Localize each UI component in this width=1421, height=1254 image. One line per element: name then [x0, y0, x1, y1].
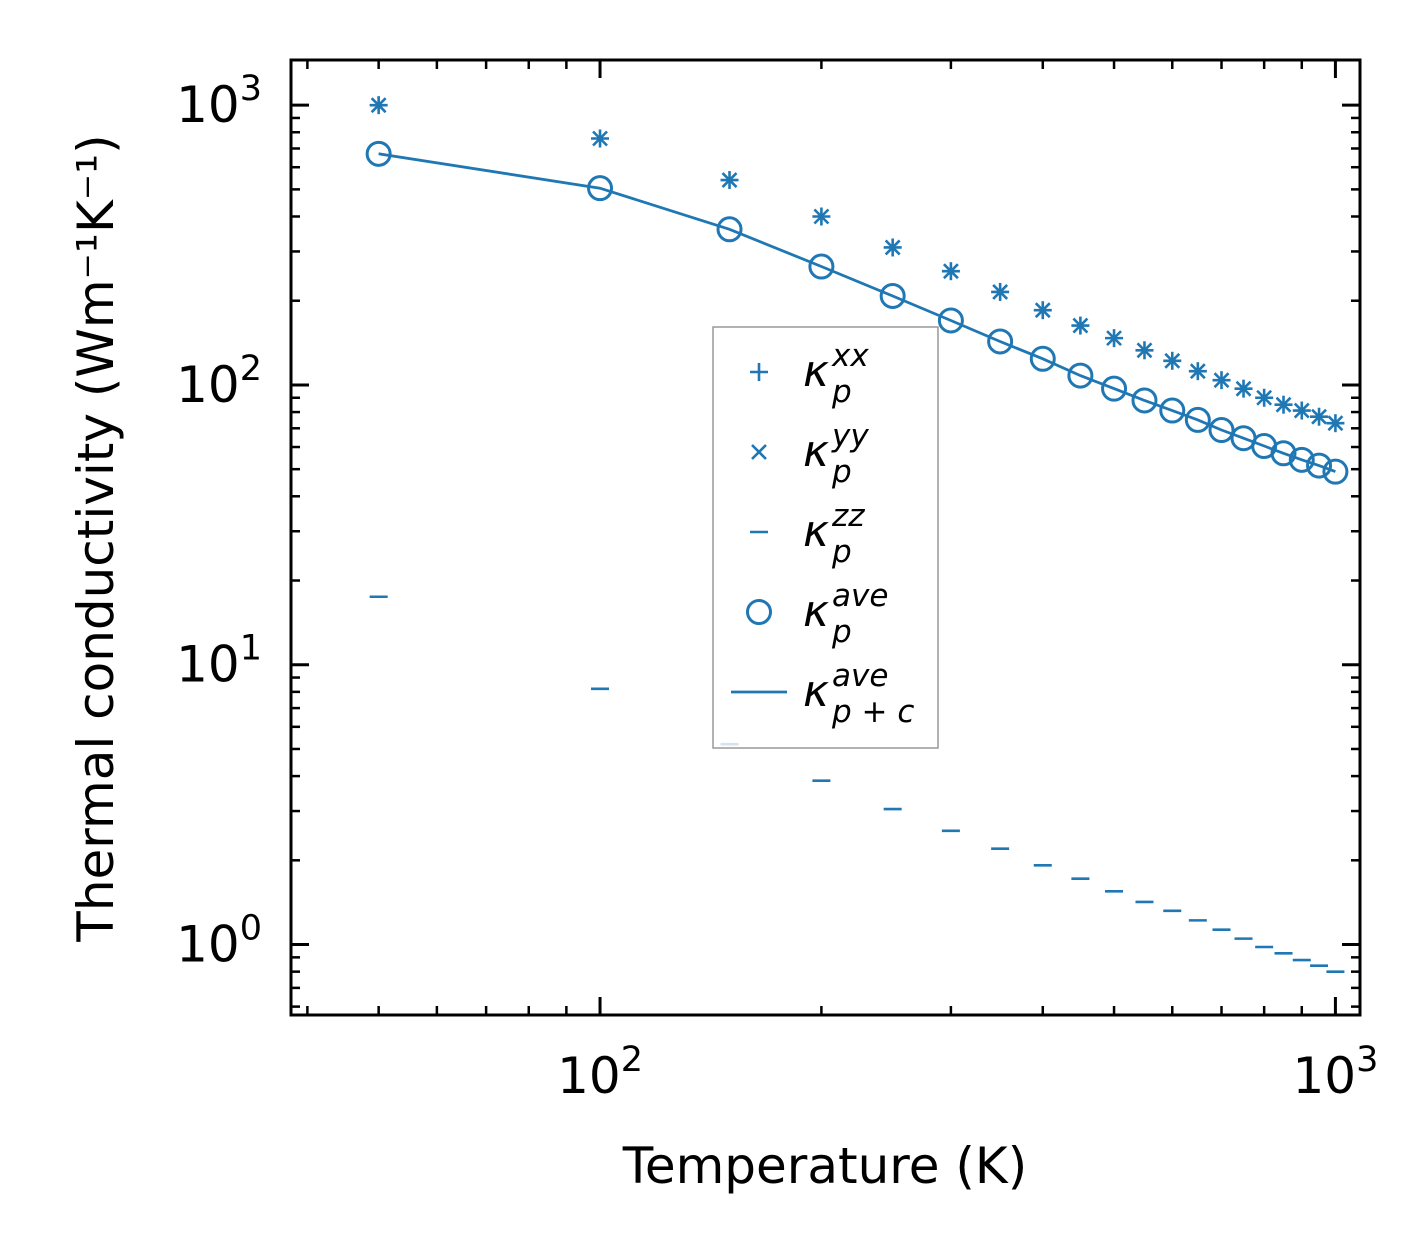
point-kyy-stroke — [942, 263, 959, 280]
point-kyy — [1164, 352, 1181, 369]
legend-item-kxx: κxx p — [750, 338, 869, 410]
point-kyy-stroke — [884, 239, 901, 256]
legend-marker-stroke — [751, 444, 767, 460]
point-kyy-stroke — [1106, 330, 1122, 347]
legend-marker — [751, 444, 767, 460]
point-kave — [1159, 397, 1186, 424]
y-tick-label: 100 — [176, 909, 262, 974]
point-kyy — [1256, 389, 1273, 406]
point-kave — [1101, 375, 1128, 402]
point-kave — [1270, 440, 1297, 467]
point-kyy — [1275, 396, 1292, 413]
point-kyy-stroke — [1256, 389, 1273, 406]
legend-item-kzz: κzz p — [750, 498, 865, 570]
point-kyy-stroke — [1327, 415, 1344, 432]
point-kyy-stroke — [813, 208, 830, 225]
point-kyy — [1106, 330, 1122, 347]
y-axis-label: Thermal conductivity (Wm⁻¹K⁻¹) — [67, 134, 125, 942]
point-kyy-stroke — [992, 284, 1009, 300]
point-kyy-stroke — [721, 172, 738, 188]
point-kyy-stroke — [370, 97, 387, 114]
y-tick-label: 102 — [176, 349, 262, 414]
point-kyy — [1311, 408, 1327, 425]
y-tick-label: 103 — [176, 69, 262, 134]
point-kyy — [992, 284, 1009, 300]
x-axis-label: Temperature (K) — [622, 1137, 1027, 1195]
point-kyy — [1327, 415, 1344, 432]
legend: κxx p κyy p κzz p κave p κave p + c — [712, 326, 939, 749]
point-kyy-stroke — [592, 130, 608, 147]
legend-label: κave p — [803, 578, 888, 650]
legend-label: κyy p — [803, 418, 869, 490]
point-kyy-stroke — [1164, 352, 1181, 369]
point-kyy — [1136, 342, 1153, 359]
point-kyy-stroke — [1072, 317, 1089, 334]
point-kyy — [1235, 380, 1252, 397]
legend-marker — [750, 363, 768, 381]
point-kyy-stroke — [1034, 302, 1051, 319]
legend-box — [712, 326, 939, 749]
point-kave — [1029, 345, 1056, 372]
series-line-kave_pc — [378, 152, 1336, 473]
point-kave — [1208, 417, 1235, 444]
point-kyy-stroke — [1189, 363, 1206, 380]
series-kyy — [370, 97, 1344, 432]
point-kave — [937, 307, 964, 334]
series-kave_pc — [378, 152, 1336, 473]
point-kyy-stroke — [1311, 408, 1327, 425]
point-kave — [1131, 387, 1158, 414]
point-kave — [1306, 452, 1333, 479]
point-kave — [1322, 458, 1349, 485]
point-kyy-stroke — [1293, 402, 1310, 419]
legend-label: κave p + c — [803, 658, 914, 730]
x-tick-label: 103 — [1292, 1040, 1378, 1105]
legend-label: κxx p — [803, 338, 869, 410]
point-kyy — [721, 172, 738, 188]
point-kave — [587, 175, 614, 202]
point-kave — [1288, 446, 1315, 473]
point-kave — [987, 328, 1014, 355]
legend-item-kave: κave p — [746, 578, 888, 650]
point-kyy-stroke — [1275, 396, 1292, 413]
point-kave — [365, 140, 392, 167]
point-kyy — [1189, 363, 1206, 380]
point-kyy — [1034, 302, 1051, 319]
point-kave — [1067, 362, 1094, 389]
point-kyy-stroke — [1136, 342, 1153, 359]
legend-item-kyy: κyy p — [751, 418, 869, 490]
y-tick-label: 101 — [176, 629, 262, 694]
plot-area — [289, 58, 1362, 1017]
point-kyy — [942, 263, 959, 280]
x-tick-label: 102 — [557, 1040, 643, 1105]
legend-item-kave_pc: κave p + c — [731, 658, 914, 730]
point-kave — [808, 253, 835, 280]
data-marks — [365, 96, 1349, 973]
point-kave — [879, 282, 906, 309]
point-kave — [1184, 406, 1211, 433]
plot-frame — [289, 58, 1362, 1017]
point-kyy — [370, 97, 387, 114]
series-kave — [365, 140, 1349, 485]
point-kyy — [1072, 317, 1089, 334]
point-kyy — [884, 239, 901, 256]
point-kyy-stroke — [1213, 372, 1230, 389]
point-kyy — [1213, 372, 1230, 389]
point-kave — [716, 216, 743, 243]
series-kzz — [369, 595, 1345, 973]
point-kyy — [813, 208, 830, 225]
legend-label: κzz p — [803, 498, 865, 570]
tick-labels: 100 101 102 103 102 103 — [176, 69, 1378, 1105]
point-kyy-stroke — [1235, 380, 1252, 397]
legend-marker — [746, 599, 772, 625]
point-kyy — [1293, 402, 1310, 419]
point-kyy — [592, 130, 608, 147]
